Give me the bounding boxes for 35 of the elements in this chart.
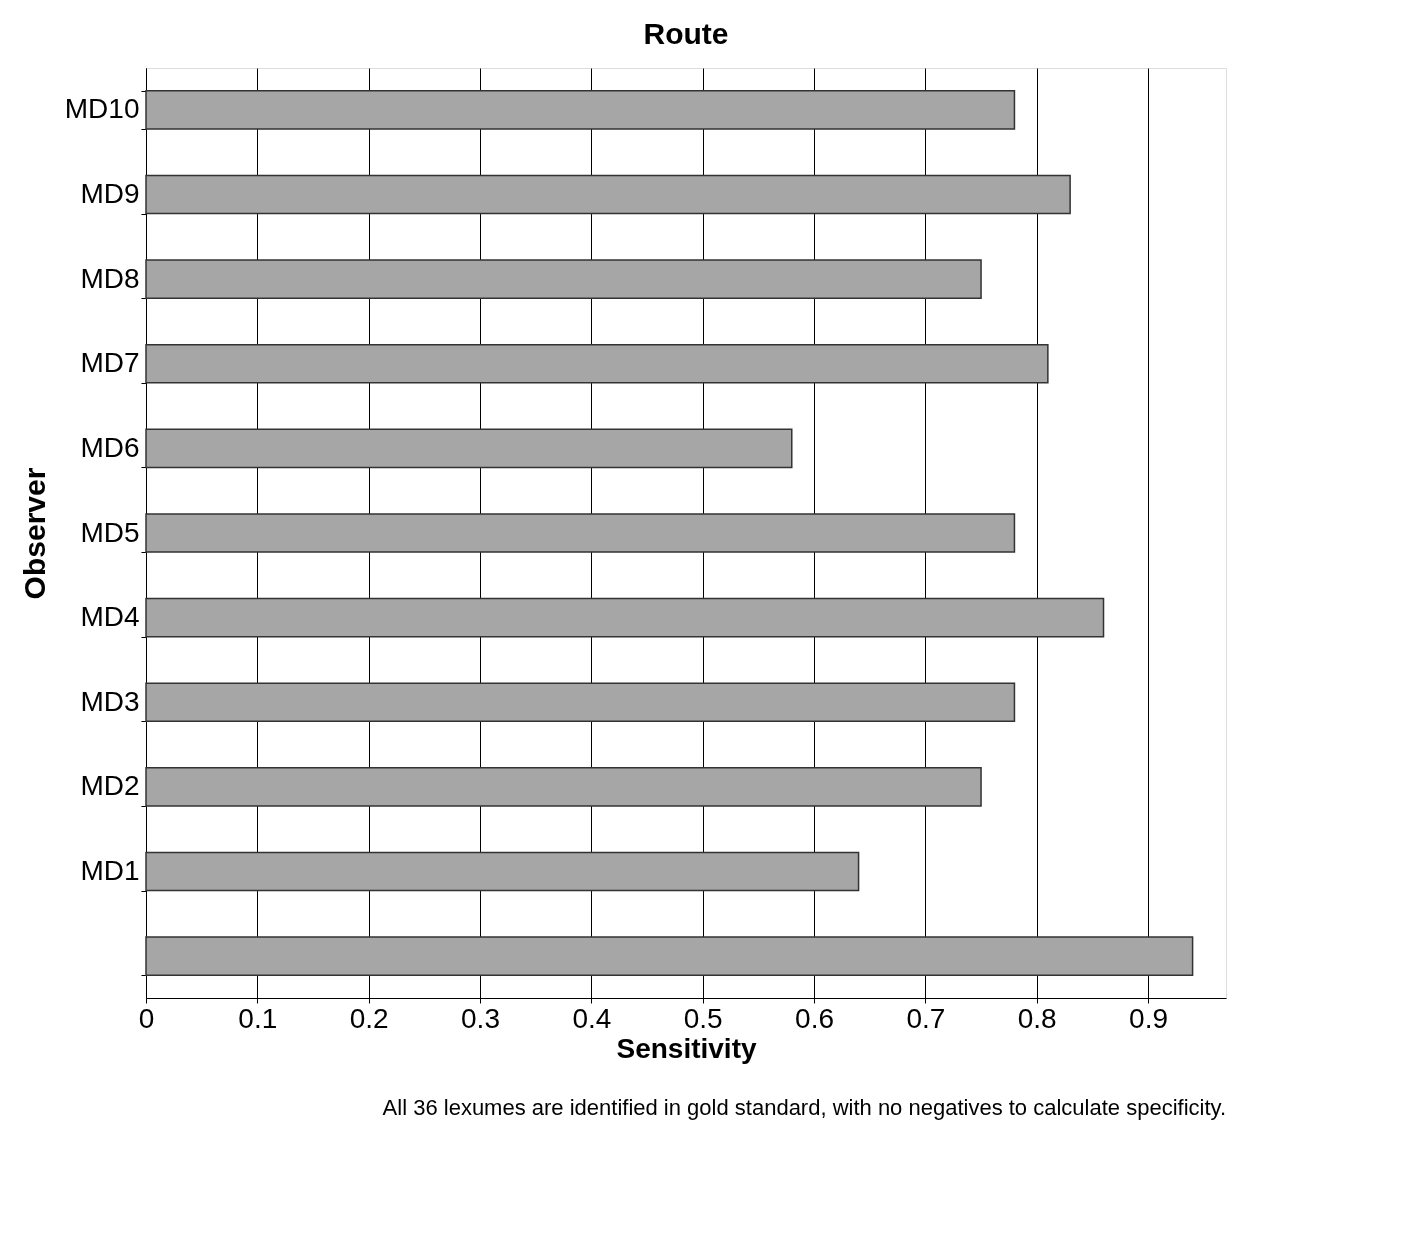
- bar: [145, 428, 793, 469]
- chart-title: Route: [643, 17, 729, 50]
- y-axis-title: Observer: [17, 467, 51, 600]
- bar: [145, 936, 1194, 976]
- bar: [145, 90, 1016, 130]
- bar: [145, 174, 1071, 215]
- y-tick-label: MD9: [80, 178, 140, 210]
- x-tick-label: 0.5: [683, 1002, 723, 1034]
- bar: [145, 343, 1049, 384]
- bar: [145, 767, 982, 807]
- y-tick-label: MD8: [80, 262, 140, 294]
- bar: [145, 513, 1016, 553]
- y-tick-label: MD3: [80, 685, 140, 717]
- bar: [145, 682, 1016, 723]
- x-axis-title: Sensitivity: [616, 1032, 757, 1064]
- y-tick-label: MD5: [80, 516, 140, 548]
- y-tick-label: MD6: [80, 431, 140, 463]
- bar: [145, 597, 1105, 638]
- y-tick-label: MD7: [80, 347, 140, 379]
- y-tick-label: MD2: [80, 770, 140, 802]
- x-tick-label: 0.2: [349, 1002, 389, 1034]
- y-tick-label: MD4: [80, 601, 140, 633]
- x-tick-label: 0.1: [238, 1002, 278, 1034]
- bar: [145, 851, 860, 892]
- text: All 36 lexumes are identified in gold standard, with no negatives to calculate specificity.: [382, 1095, 1226, 1120]
- x-tick-label: 0.9: [1129, 1002, 1169, 1034]
- x-tick-label: 0.3: [461, 1002, 500, 1034]
- x-tick-label: 0: [138, 1002, 155, 1034]
- x-tick-label: 0.6: [795, 1002, 835, 1034]
- y-tick-label: MD10: [64, 93, 140, 125]
- x-tick-label: 0.8: [1017, 1002, 1057, 1034]
- x-tick-label: 0.4: [572, 1002, 612, 1034]
- bar: [145, 259, 982, 299]
- x-tick-label: 0.7: [906, 1002, 946, 1034]
- y-tick-label: MD1: [80, 854, 140, 886]
